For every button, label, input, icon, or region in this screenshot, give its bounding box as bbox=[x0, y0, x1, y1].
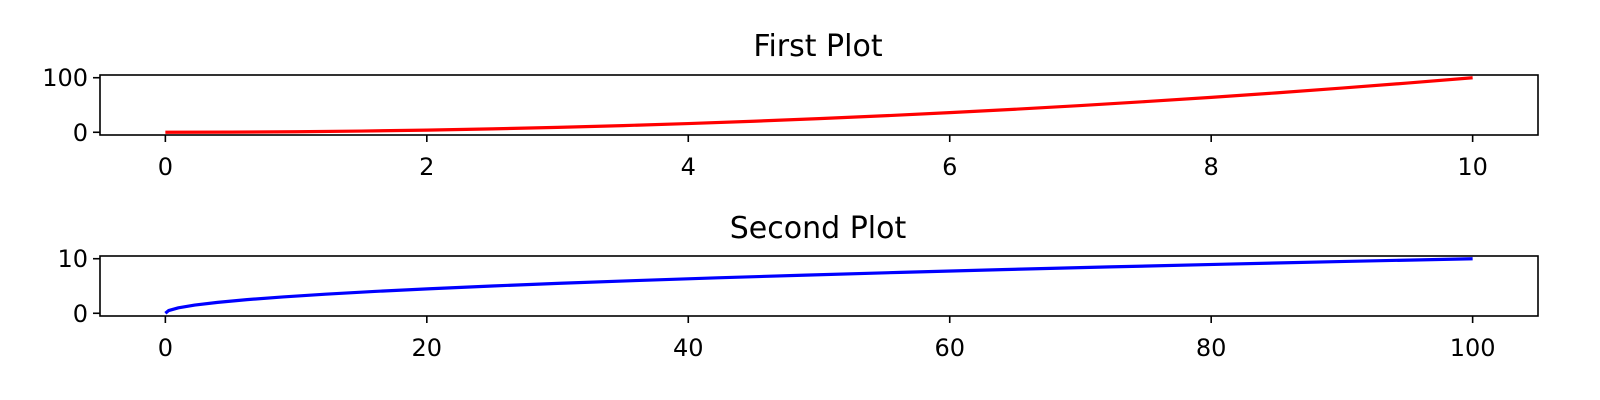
first-plot-x-tick-label: 8 bbox=[1204, 153, 1219, 181]
second-plot-y-ticks: 0 10 bbox=[57, 245, 100, 328]
second-plot-x-tick-label: 80 bbox=[1196, 334, 1227, 362]
second-plot-panel: Second Plot 0 10 0 20 40 60 80 100 bbox=[57, 211, 1539, 362]
second-plot-y-tick-label: 0 bbox=[73, 300, 88, 328]
first-plot-y-tick-label: 0 bbox=[73, 119, 88, 147]
first-plot-x-tick-label: 0 bbox=[158, 153, 173, 181]
first-plot-series bbox=[165, 76, 1473, 134]
first-plot-axes-frame bbox=[99, 74, 1539, 136]
second-plot-series bbox=[164, 257, 1473, 315]
first-plot-x-tick-label: 2 bbox=[419, 153, 434, 181]
first-plot-x-tick-label: 10 bbox=[1457, 153, 1488, 181]
second-plot-axes-frame bbox=[99, 255, 1539, 317]
second-plot-x-tick-label: 60 bbox=[934, 334, 965, 362]
second-plot-series-line bbox=[164, 257, 1473, 315]
second-plot-x-tick-label: 0 bbox=[158, 334, 173, 362]
first-plot-x-tick-label: 6 bbox=[942, 153, 957, 181]
second-plot-x-ticks: 0 20 40 60 80 100 bbox=[158, 316, 1496, 362]
first-plot-panel: First Plot 0 100 0 2 4 6 8 10 bbox=[42, 29, 1539, 181]
second-plot-y-tick-label: 10 bbox=[57, 245, 88, 273]
second-plot-title: Second Plot bbox=[730, 211, 907, 246]
first-plot-x-tick-label: 4 bbox=[681, 153, 696, 181]
first-plot-title: First Plot bbox=[753, 29, 882, 64]
first-plot-x-ticks: 0 2 4 6 8 10 bbox=[158, 135, 1488, 181]
second-plot-x-tick-label: 40 bbox=[673, 334, 704, 362]
first-plot-y-tick-label: 100 bbox=[42, 64, 88, 92]
second-plot-x-tick-label: 20 bbox=[412, 334, 443, 362]
first-plot-series-line bbox=[165, 76, 1473, 134]
second-plot-x-tick-label: 100 bbox=[1450, 334, 1496, 362]
first-plot-y-ticks: 0 100 bbox=[42, 64, 100, 147]
